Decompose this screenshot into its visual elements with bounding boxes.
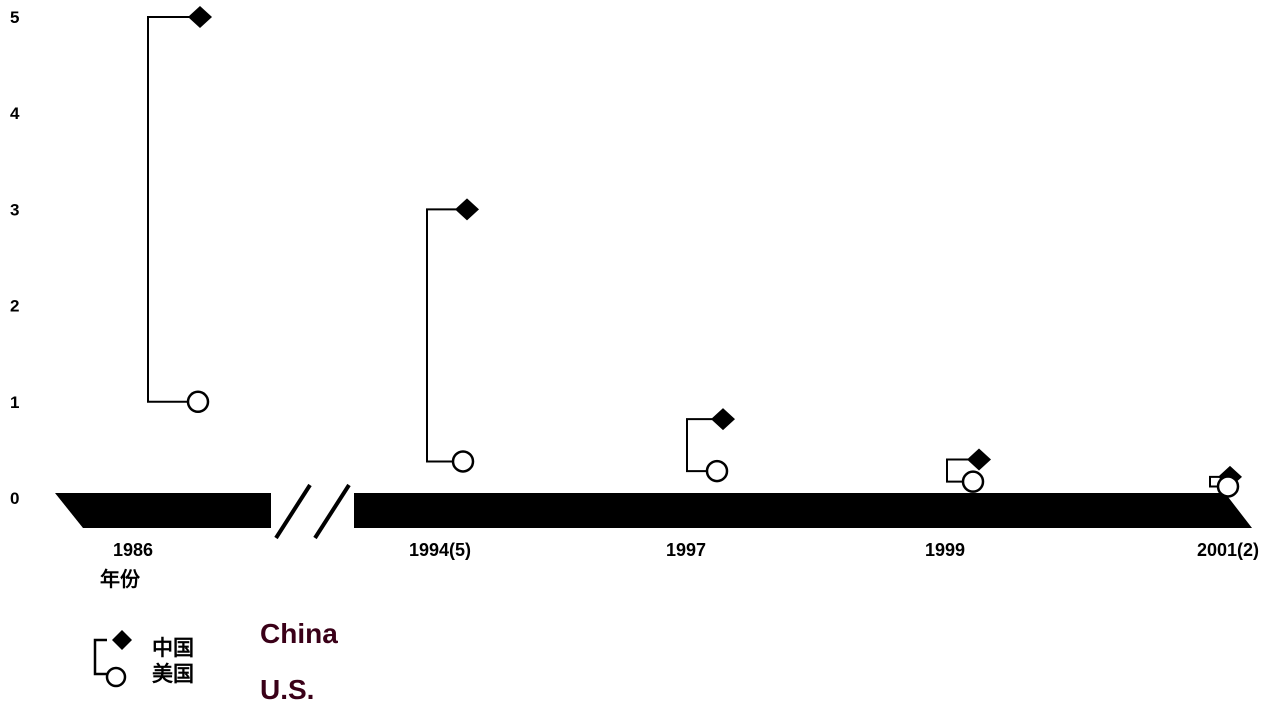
- x-tick-label: 1999: [925, 540, 965, 560]
- us-circle-point: [1216, 475, 1240, 498]
- y-tick-label: 1: [10, 393, 19, 412]
- us-circle-point: [961, 470, 985, 493]
- x-axis-ticks: 1986 1994(5) 1997 1999 2001(2): [113, 540, 1259, 560]
- legend-diamond-marker: [112, 630, 132, 650]
- y-tick-label: 5: [10, 8, 19, 27]
- y-tick-label: 2: [10, 297, 19, 316]
- y-tick-label: 0: [10, 489, 19, 508]
- y-tick-label: 3: [10, 200, 19, 219]
- china-diamond-point: [711, 408, 735, 431]
- legend-circle-marker: [105, 666, 127, 688]
- us-circle-point: [705, 459, 729, 483]
- connector-line: [946, 458, 968, 483]
- legend-label-china-en: China: [260, 618, 338, 649]
- legend: 中国 美国 China U.S.: [93, 618, 338, 704]
- china-diamond-point: [188, 6, 212, 28]
- x-axis-band: [55, 483, 1252, 540]
- connector-line: [426, 208, 456, 463]
- x-tick-label: 2001(2): [1197, 540, 1259, 560]
- connector-line: [686, 418, 712, 473]
- axis-break-mark: [313, 483, 351, 540]
- china-diamond-point: [455, 198, 479, 221]
- y-axis: 0 1 2 3 4 5: [10, 8, 20, 508]
- data-marks: [147, 6, 1242, 498]
- x-axis-title: 年份: [100, 567, 141, 591]
- legend-label-china-cn: 中国: [152, 636, 194, 660]
- y-tick-label: 4: [10, 104, 20, 123]
- x-tick-label: 1997: [666, 540, 706, 560]
- x-tick-label: 1994(5): [409, 540, 471, 560]
- x-axis-band-left: [55, 493, 271, 528]
- legend-label-us-en: U.S.: [260, 674, 314, 704]
- china-diamond-point: [967, 448, 991, 471]
- connector-line: [147, 16, 189, 403]
- us-circle-point: [451, 450, 475, 473]
- legend-label-us-cn: 美国: [152, 662, 194, 686]
- us-circle-point: [186, 390, 210, 414]
- x-tick-label: 1986: [113, 540, 153, 560]
- x-axis-band-main: [354, 493, 1252, 528]
- legend-connector: [93, 638, 107, 676]
- connector-line: [1209, 475, 1219, 488]
- axis-break-mark: [274, 483, 312, 540]
